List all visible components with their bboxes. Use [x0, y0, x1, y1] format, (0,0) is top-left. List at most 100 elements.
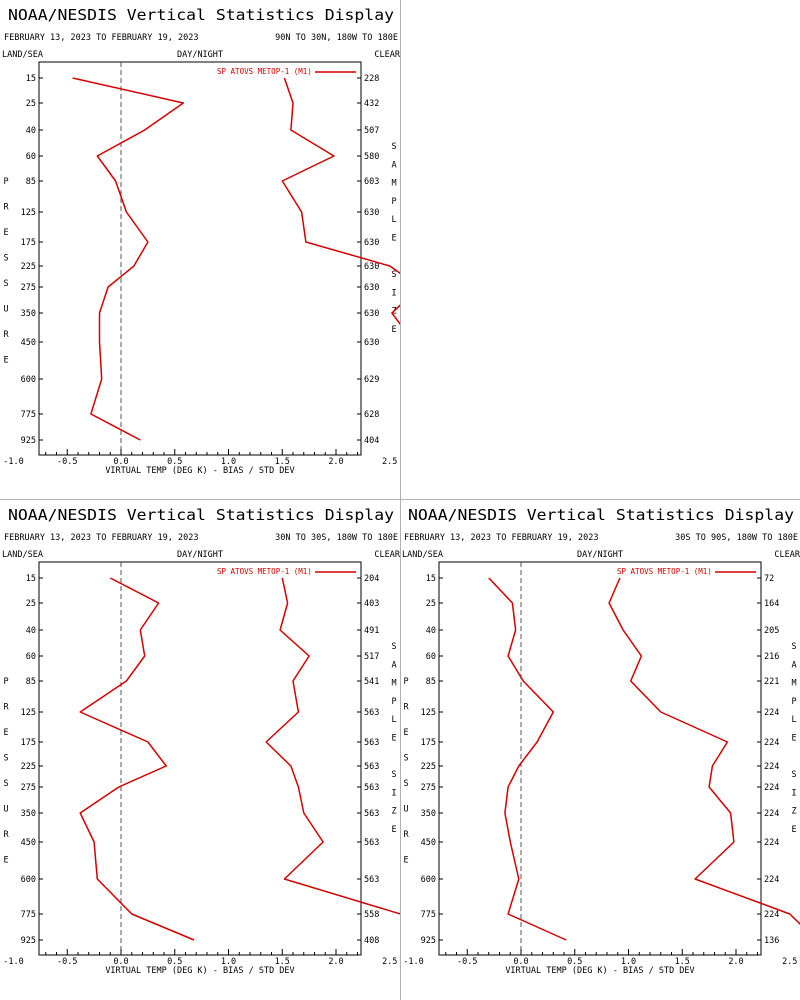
- sample-size-label: 630: [364, 283, 379, 293]
- sample-size-label: 224: [764, 838, 779, 848]
- x-axis-label: VIRTUAL TEMP (DEG K) - BIAS / STD DEV: [105, 466, 294, 476]
- y-axis-letter: R: [3, 203, 9, 213]
- day-night-label: DAY/NIGHT: [577, 550, 623, 560]
- pressure-level-label: 775: [21, 410, 36, 420]
- sample-size-label: 224: [764, 708, 779, 718]
- chart-panel-tropics: NOAA/NESDIS Vertical Statistics Display F…: [0, 500, 400, 1000]
- sample-size-label: 432: [364, 99, 379, 109]
- y-axis-letter: U: [3, 305, 8, 315]
- sample-size-axis-letter: L: [391, 215, 396, 225]
- sample-size-label: 558: [364, 910, 379, 920]
- sample-size-axis-letter: S: [391, 642, 396, 652]
- x-tick-label: 2.5: [782, 957, 797, 967]
- sample-size-label: 630: [364, 208, 379, 218]
- x-tick-label: 1.5: [275, 957, 290, 967]
- sample-size-label: 491: [364, 626, 379, 636]
- x-tick-label: 1.0: [621, 957, 636, 967]
- pressure-level-label: 225: [21, 762, 36, 772]
- chart-title: NOAA/NESDIS Vertical Statistics Display: [408, 506, 794, 524]
- sample-size-label: 629: [364, 375, 379, 385]
- pressure-level-label: 85: [426, 677, 436, 687]
- sample-size-label: 221: [764, 677, 779, 687]
- sample-size-axis-letter: Z: [391, 807, 396, 817]
- chart-panel-sh: NOAA/NESDIS Vertical Statistics Display F…: [400, 500, 800, 1000]
- sample-size-label: 630: [364, 338, 379, 348]
- pressure-level-label: 60: [26, 152, 36, 162]
- legend-label: SP ATOVS METOP-1 (M1): [617, 567, 712, 576]
- x-tick-label: -0.5: [457, 957, 477, 967]
- sample-size-label: 580: [364, 152, 379, 162]
- sample-size-axis-letter: I: [391, 288, 396, 298]
- pressure-level-label: 125: [21, 708, 36, 718]
- sample-size-axis-letter: L: [391, 715, 396, 725]
- sample-size-axis-letter: S: [391, 770, 396, 780]
- y-axis-letter: R: [3, 830, 9, 840]
- clear-label: CLEAR: [374, 50, 400, 60]
- y-axis-letter: S: [403, 779, 408, 789]
- sample-size-label: 630: [364, 309, 379, 319]
- y-axis-letter: P: [3, 177, 8, 187]
- x-tick-label: 0.5: [167, 457, 182, 467]
- chart-svg: NOAA/NESDIS Vertical Statistics Display F…: [2, 6, 400, 476]
- day-night-label: DAY/NIGHT: [177, 50, 223, 60]
- pressure-level-label: 450: [21, 838, 36, 848]
- sample-size-label: 136: [764, 936, 779, 946]
- y-axis-letter: S: [3, 754, 8, 764]
- y-axis-letter: E: [403, 728, 408, 738]
- sample-size-axis-letter: A: [791, 660, 796, 670]
- pressure-level-label: 60: [26, 652, 36, 662]
- legend-label: SP ATOVS METOP-1 (M1): [217, 67, 312, 76]
- sample-size-label: 408: [364, 936, 379, 946]
- sample-size-axis-letter: M: [391, 179, 396, 189]
- land-sea-label: LAND/SEA: [2, 50, 43, 60]
- sample-size-label: 224: [764, 809, 779, 819]
- y-axis-letter: E: [403, 856, 408, 866]
- sample-size-label: 628: [364, 410, 379, 420]
- pressure-level-label: 25: [26, 99, 36, 109]
- x-tick-label: 2.5: [382, 457, 397, 467]
- pressure-level-label: 125: [21, 208, 36, 218]
- sample-size-label: 517: [364, 652, 379, 662]
- y-axis-letter: E: [3, 856, 8, 866]
- chart-title: NOAA/NESDIS Vertical Statistics Display: [8, 506, 394, 524]
- y-axis-letter: S: [3, 279, 8, 289]
- sample-size-axis-letter: P: [391, 697, 396, 707]
- pressure-level-label: 350: [421, 809, 436, 819]
- pressure-level-label: 85: [26, 177, 36, 187]
- sample-size-label: 563: [364, 875, 379, 885]
- sample-size-label: 630: [364, 238, 379, 248]
- x-tick-label: 0.0: [113, 457, 128, 467]
- y-axis-letter: P: [3, 677, 8, 687]
- y-axis-letter: S: [3, 779, 8, 789]
- y-axis-letter: E: [3, 356, 8, 366]
- plot-frame: [38, 61, 362, 456]
- pressure-level-label: 125: [421, 708, 436, 718]
- pressure-level-label: 925: [421, 936, 436, 946]
- y-axis-letter: E: [3, 228, 8, 238]
- sample-size-label: 541: [364, 677, 379, 687]
- series-line-bias: [72, 77, 185, 441]
- y-axis-letter: R: [3, 330, 9, 340]
- sample-size-axis-letter: L: [791, 715, 796, 725]
- sample-size-label: 224: [764, 910, 779, 920]
- pressure-level-label: 450: [421, 838, 436, 848]
- pressure-level-label: 40: [26, 126, 36, 136]
- legend-label: SP ATOVS METOP-1 (M1): [217, 567, 312, 576]
- pressure-level-label: 350: [21, 809, 36, 819]
- x-tick-label: 0.5: [167, 957, 182, 967]
- sample-size-axis-letter: S: [391, 142, 396, 152]
- sample-size-label: 507: [364, 126, 379, 136]
- chart-svg: NOAA/NESDIS Vertical Statistics Display F…: [402, 506, 800, 976]
- chart-panel-nh: NOAA/NESDIS Vertical Statistics Display F…: [0, 0, 400, 500]
- pressure-level-label: 275: [21, 283, 36, 293]
- panel-divider-horizontal: [0, 499, 800, 500]
- region-label: 90N TO 30N, 180W TO 180E: [275, 33, 398, 43]
- sample-size-label: 563: [364, 809, 379, 819]
- sample-size-label: 403: [364, 599, 379, 609]
- y-axis-letter: E: [3, 728, 8, 738]
- x-axis-label: VIRTUAL TEMP (DEG K) - BIAS / STD DEV: [505, 966, 694, 976]
- region-label: 30S TO 90S, 180W TO 180E: [675, 533, 798, 543]
- x-tick-label: 0.0: [513, 957, 528, 967]
- pressure-level-label: 85: [26, 677, 36, 687]
- sample-size-axis-letter: P: [791, 697, 796, 707]
